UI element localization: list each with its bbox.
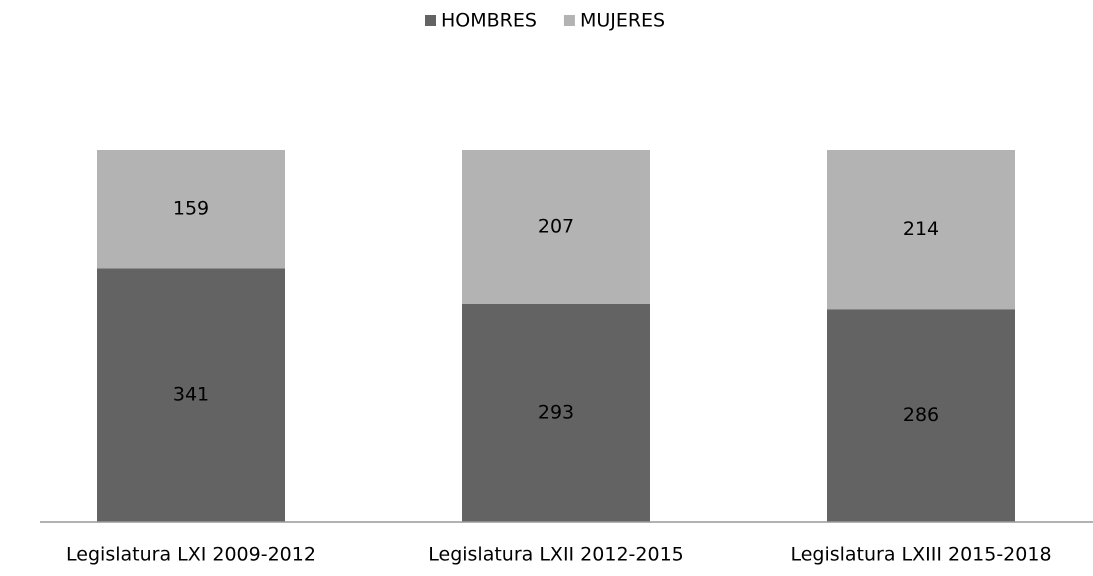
- data-label: 293: [538, 402, 574, 424]
- legend-label: HOMBRES: [441, 10, 537, 32]
- data-label: 286: [903, 404, 939, 426]
- bar-segment: [462, 150, 650, 305]
- bar-segment: [462, 304, 650, 522]
- legend-swatch: [425, 15, 436, 26]
- legend-swatch: [563, 15, 575, 26]
- x-tick-label: Legislatura LXIII 2015-2018: [790, 544, 1051, 566]
- bar-segment: [97, 150, 285, 269]
- bar-segment: [97, 268, 285, 522]
- data-label: 207: [538, 216, 574, 238]
- legend-label: MUJERES: [580, 10, 665, 32]
- bar-segment: [827, 150, 1015, 310]
- x-tick-label: Legislatura LXI 2009-2012: [66, 544, 316, 566]
- x-tick-label: Legislatura LXII 2012-2015: [428, 544, 684, 566]
- data-label: 159: [173, 198, 209, 220]
- data-label: 341: [173, 384, 209, 406]
- bar-segment: [827, 309, 1015, 522]
- data-label: 214: [903, 218, 939, 240]
